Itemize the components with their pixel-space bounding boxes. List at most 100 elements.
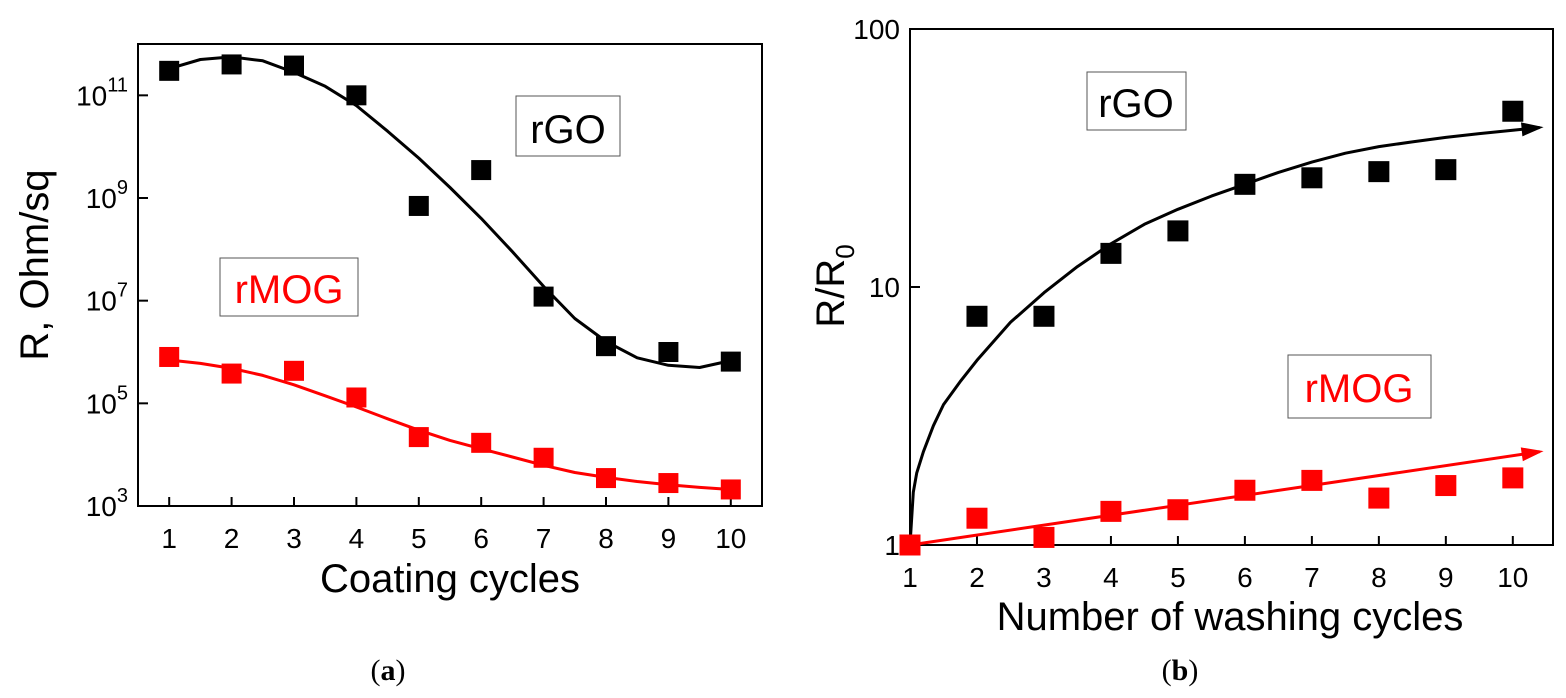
panel-b-legend-box-rmog (1287, 354, 1432, 419)
panel-b-caption: (b) (1162, 654, 1199, 687)
data-point-rgo (720, 351, 741, 372)
panel-b-y-axis-label: R/R0 (809, 244, 860, 327)
x-tick-label: 2 (969, 562, 985, 593)
panel-b-ticks: 1 2 3 4 5 6 7 8 9 10 1 10 100 (853, 14, 1528, 593)
data-point-rmog (533, 447, 554, 468)
x-tick-label: 5 (411, 523, 427, 554)
data-point-rgo (408, 195, 429, 216)
fit-line-rmog (169, 358, 731, 491)
data-point-rmog (1234, 479, 1256, 501)
data-point-rmog (1167, 499, 1189, 521)
x-tick-label: 7 (536, 523, 552, 554)
panel-a-frame (137, 43, 763, 507)
fit-arrowhead-rgo (1520, 122, 1544, 137)
data-point-rgo (533, 286, 554, 307)
panel-b-x-axis-label: Number of washing cycles (997, 595, 1464, 639)
y-tick-label: 1011 (76, 74, 128, 111)
panel-b-fit-lines (908, 122, 1544, 547)
panel-a-fit-lines (168, 55, 732, 491)
panel-a-x-axis-label: Coating cycles (320, 557, 580, 601)
x-tick-label: 6 (1237, 562, 1253, 593)
data-point-rmog (596, 468, 616, 489)
data-point-rgo (1368, 161, 1390, 183)
x-tick-label: 10 (1497, 562, 1528, 593)
panel-a-legend-box-rgo (515, 95, 621, 157)
panel-a-caption-letter: a (381, 654, 396, 687)
data-point-rmog (1435, 475, 1457, 497)
data-point-rmog (1502, 467, 1524, 489)
x-tick-label: 9 (1438, 562, 1454, 593)
panel-a-ticks: 1 2 3 4 5 6 7 8 9 10 103 105 107 109 1011 (76, 74, 746, 554)
panel-a-data-points (159, 54, 741, 500)
data-point-rgo (1167, 220, 1189, 242)
data-point-rgo (221, 54, 242, 75)
y-tick-label: 103 (86, 485, 128, 522)
data-point-rgo (159, 60, 180, 81)
data-point-rmog (1033, 526, 1055, 548)
data-point-rgo (1100, 242, 1122, 264)
x-tick-label: 4 (349, 523, 365, 554)
data-point-rmog (408, 427, 429, 448)
x-tick-label: 8 (598, 523, 614, 554)
panel-b-y-axis-label-sub: 0 (830, 244, 860, 258)
x-tick-label: 9 (661, 523, 677, 554)
panel-a-caption-open: ( (371, 654, 381, 687)
panel-a-caption-close: ) (396, 654, 406, 687)
panel-a-caption: (a) (371, 654, 406, 687)
data-point-rgo (1033, 305, 1055, 327)
data-point-rgo (346, 85, 367, 106)
data-point-rmog (1301, 469, 1323, 491)
y-tick-label: 1 (884, 530, 900, 561)
panel-b-caption-letter: b (1172, 654, 1189, 687)
panel-b-y-axis-label-main: R/R (809, 259, 853, 328)
data-point-rgo (284, 55, 304, 76)
panel-a: 1 2 3 4 5 6 7 8 9 10 103 105 107 109 1011 Coating cycl… (13, 43, 763, 687)
data-point-rmog (159, 346, 180, 367)
x-tick-label: 4 (1103, 562, 1119, 593)
fit-arrowhead-rmog (1520, 447, 1544, 462)
x-tick-label: 6 (473, 523, 489, 554)
data-point-rgo (1435, 159, 1457, 181)
data-point-rgo (471, 160, 492, 181)
fit-line-rmog (909, 450, 1540, 547)
data-point-rgo (596, 336, 616, 357)
y-tick-label: 10 (869, 272, 900, 303)
panel-b-frame (909, 28, 1554, 546)
y-tick-label: 109 (86, 177, 128, 214)
panel-b-legend-rmog: rMOG (1305, 367, 1414, 411)
panel-a-y-axis-label: R, Ohm/sq (13, 169, 57, 360)
panel-a-legend-rgo: rGO (530, 108, 606, 152)
x-tick-label: 2 (224, 523, 240, 554)
x-tick-label: 8 (1371, 562, 1387, 593)
data-point-rgo (658, 342, 679, 362)
x-tick-label: 5 (1170, 562, 1186, 593)
data-point-rmog (1100, 500, 1122, 522)
panel-a-legend-box-rmog (219, 257, 359, 317)
data-point-rmog (346, 387, 367, 408)
data-point-rmog (899, 534, 921, 556)
panel-b-data-points (899, 100, 1524, 556)
data-point-rgo (966, 305, 988, 327)
x-tick-label: 3 (286, 523, 302, 554)
x-tick-label: 1 (161, 523, 177, 554)
data-point-rgo (1502, 100, 1524, 122)
y-tick-label: 105 (86, 382, 128, 419)
panel-a-legend-rmog: rMOG (235, 268, 344, 312)
fit-line-rgo (168, 55, 732, 369)
data-point-rmog (221, 363, 242, 384)
y-tick-label: 107 (86, 280, 128, 317)
panel-b-legend-box-rgo (1086, 71, 1187, 131)
x-tick-label: 1 (902, 562, 918, 593)
fit-line-rgo (908, 126, 1540, 546)
panel-b-caption-open: ( (1162, 654, 1172, 687)
x-tick-label: 3 (1036, 562, 1052, 593)
data-point-rmog (966, 507, 988, 529)
data-point-rmog (1368, 487, 1390, 509)
data-point-rmog (471, 432, 492, 453)
data-point-rgo (1301, 167, 1323, 189)
data-point-rmog (284, 360, 304, 381)
data-point-rmog (720, 479, 741, 500)
y-tick-label: 100 (853, 14, 900, 45)
panel-b: 1 2 3 4 5 6 7 8 9 10 1 10 100 Number of washing cycl… (809, 14, 1554, 687)
